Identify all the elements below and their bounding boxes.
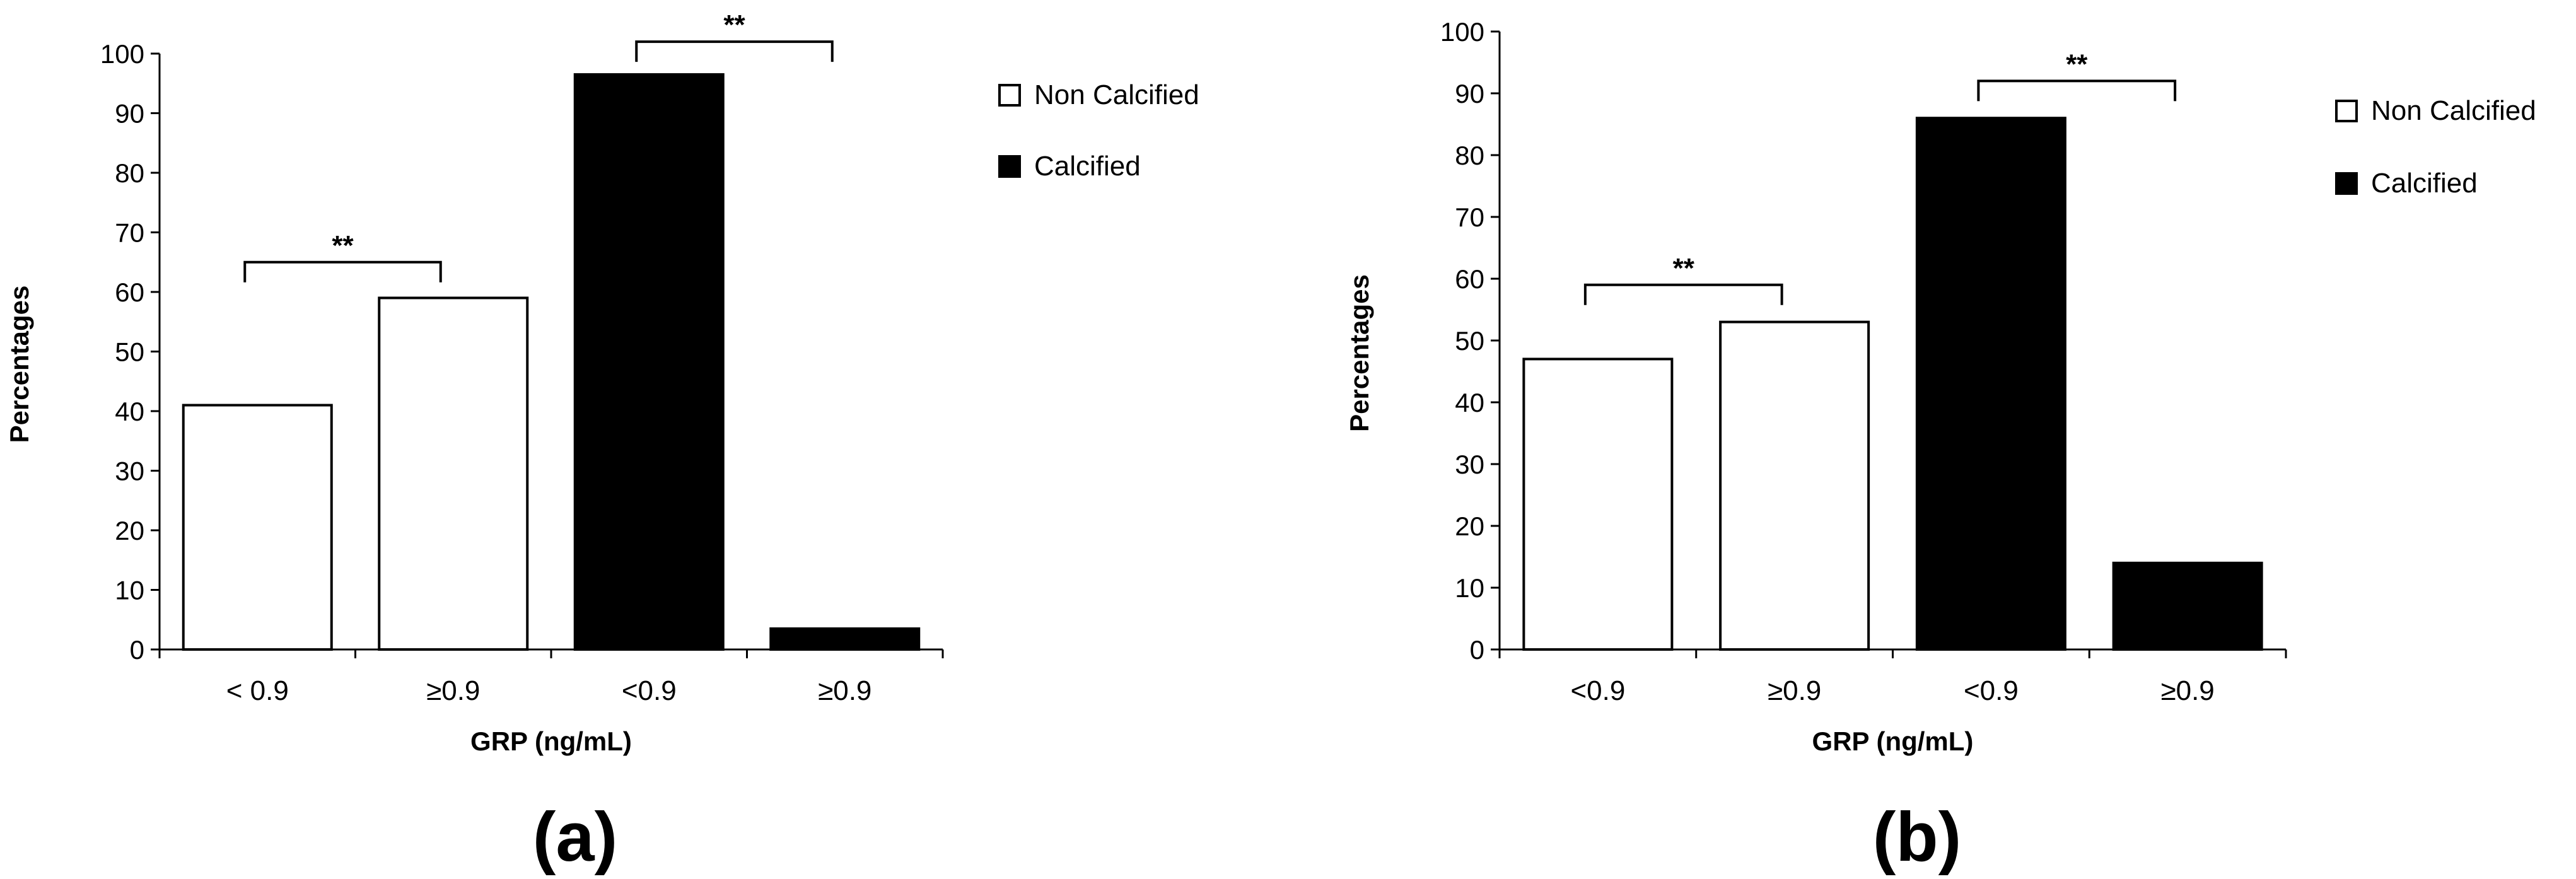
y-tick-label: 20 [1455, 511, 1484, 541]
significance-bracket [1977, 79, 2177, 102]
significance-bracket [243, 260, 442, 282]
y-tick-label: 50 [115, 337, 144, 367]
significance-label: ** [723, 9, 745, 40]
x-category-label: ≥0.9 [1768, 675, 1821, 706]
legend-swatch [998, 155, 1021, 178]
x-category-label: < 0.9 [226, 675, 289, 706]
significance-label: ** [332, 230, 354, 261]
legend-swatch [998, 84, 1021, 107]
legend-label: Non Calcified [2371, 95, 2536, 126]
legend-swatch [2335, 172, 2358, 195]
y-tick-label: 100 [1440, 17, 1484, 47]
y-tick-label: 80 [115, 158, 144, 188]
y-tick-label: 30 [1455, 450, 1484, 479]
y-tick-label: 30 [115, 457, 144, 486]
y-axis-title: Percentages [1344, 274, 1374, 432]
bar-4 [769, 627, 921, 651]
x-axis-title: GRP (ng/mL) [470, 726, 632, 756]
bar-4 [2112, 561, 2263, 651]
y-tick-label: 0 [130, 635, 144, 665]
x-category-label: <0.9 [1964, 675, 2019, 706]
y-tick-label: 100 [100, 39, 144, 69]
y-tick-label: 40 [1455, 388, 1484, 417]
y-axis-title: Percentages [4, 286, 34, 443]
significance-bracket [1583, 283, 1783, 305]
y-tick-label: 90 [115, 99, 144, 129]
y-tick-label: 60 [115, 277, 144, 307]
y-tick-label: 0 [1470, 635, 1484, 665]
y-tick-label: 10 [115, 576, 144, 605]
x-category-label: ≥0.9 [426, 675, 480, 706]
chart-panel-b: 0 10 20 30 40 50 60 70 80 90 100 <0.9 ≥0.9 <0.9 ≥0.9 GR… [1344, 17, 2536, 876]
y-tick-label: 20 [115, 516, 144, 545]
legend-label: Calcified [2371, 168, 2478, 199]
panel-label: (a) [533, 798, 617, 876]
x-category-label: ≥0.9 [818, 675, 871, 706]
x-category-label: <0.9 [622, 675, 677, 706]
x-axis-title: GRP (ng/mL) [1812, 726, 1974, 756]
bar-2 [378, 296, 529, 651]
y-tick-label: 80 [1455, 141, 1484, 170]
significance-label: ** [1673, 253, 1695, 284]
legend-label: Non Calcified [1034, 79, 1199, 110]
bar-3 [1915, 117, 2066, 651]
bar-2 [1719, 320, 1870, 651]
bar-1 [1522, 358, 1674, 651]
x-category-label: ≥0.9 [2160, 675, 2214, 706]
y-tick-label: 10 [1455, 573, 1484, 603]
y-tick-label: 70 [115, 218, 144, 248]
chart-panel-a: 0 10 20 30 40 50 60 70 80 90 100 < 0.9 ≥0.9 <0.9 ≥0.9 G… [4, 9, 1199, 876]
y-tick-label: 40 [115, 397, 144, 426]
bar-3 [573, 73, 725, 651]
legend-swatch [2335, 100, 2358, 122]
panel-label: (b) [1873, 798, 1961, 876]
y-tick-label: 60 [1455, 264, 1484, 294]
x-category-label: <0.9 [1570, 675, 1625, 706]
legend-label: Calcified [1034, 151, 1141, 182]
y-tick-label: 70 [1455, 202, 1484, 232]
significance-label: ** [2066, 49, 2088, 79]
y-tick-label: 90 [1455, 79, 1484, 108]
y-tick-label: 50 [1455, 326, 1484, 356]
significance-bracket [635, 40, 834, 62]
bar-1 [182, 404, 333, 651]
